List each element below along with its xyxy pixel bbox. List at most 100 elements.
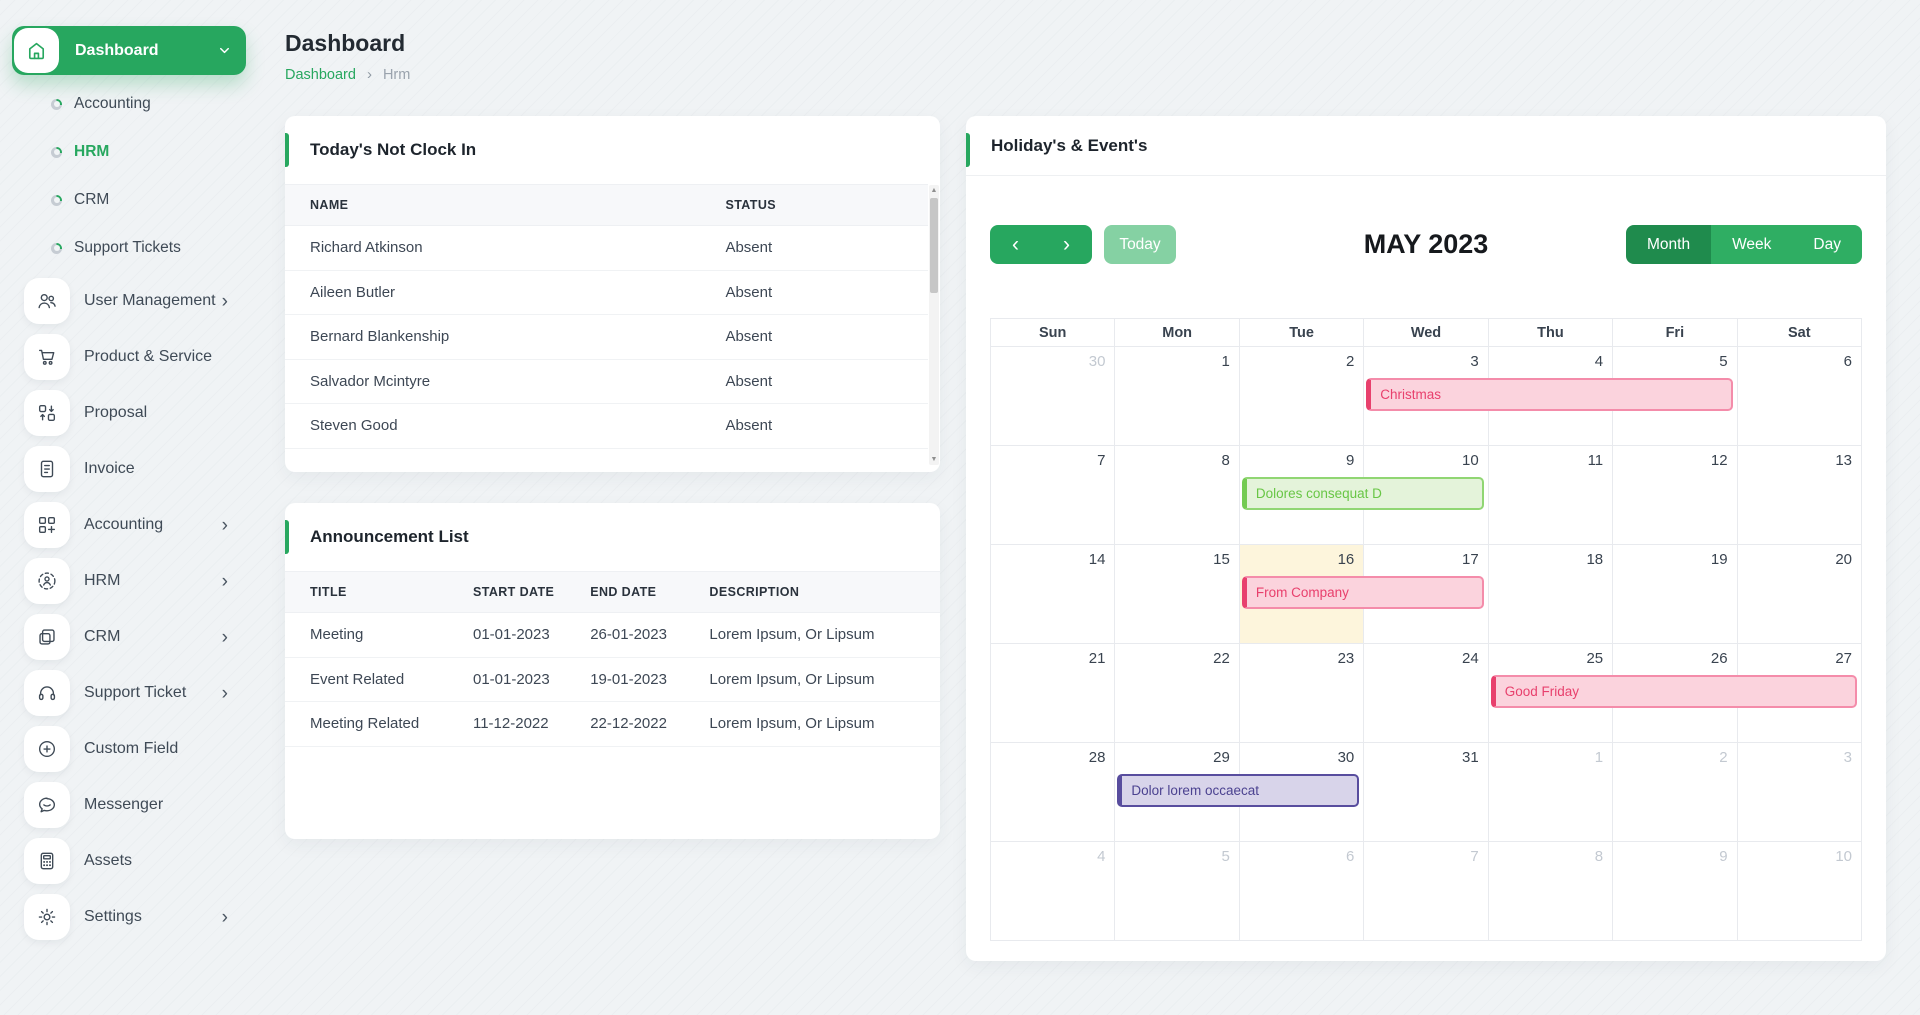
calendar-day[interactable]: 14 — [991, 545, 1116, 644]
calendar-day[interactable]: 19 — [1613, 545, 1738, 644]
calendar-day[interactable]: 2 — [1613, 743, 1738, 842]
sidebar-item-user-management[interactable]: User Management › — [12, 273, 246, 329]
calendar-event-dolor-lorem-occaecat[interactable]: Dolor lorem occaecat — [1117, 774, 1360, 807]
chevron-right-icon: › — [221, 682, 228, 704]
calendar-day[interactable]: 30 — [1239, 743, 1365, 842]
calendar-day[interactable]: 1 — [1115, 347, 1240, 446]
sidebar-subitem-hrm[interactable]: HRM — [12, 128, 246, 176]
sidebar-item-product-service[interactable]: Product & Service — [12, 329, 246, 385]
calendar-day[interactable]: 22 — [1115, 644, 1240, 743]
scroll-down-icon[interactable]: ▼ — [930, 456, 938, 463]
calendar-day[interactable]: 4 — [991, 842, 1116, 941]
sidebar-item-label: Invoice — [84, 460, 135, 477]
sidebar-item-custom-field[interactable]: Custom Field — [12, 721, 246, 777]
calendar-day[interactable]: 11 — [1488, 446, 1614, 545]
sidebar-item-label: Product & Service — [84, 348, 213, 365]
column-header-description: DESCRIPTION — [709, 571, 940, 613]
sidebar-item-hrm[interactable]: HRM › — [12, 553, 246, 609]
sidebar-subitem-accounting[interactable]: Accounting — [12, 80, 246, 128]
calendar-day[interactable]: 8 — [1488, 842, 1614, 941]
calendar-day[interactable]: 17 — [1364, 545, 1489, 644]
calendar-day[interactable]: 18 — [1488, 545, 1614, 644]
sidebar-item-assets[interactable]: Assets — [12, 833, 246, 889]
clockin-card: Today's Not Clock In NAME STATUS Richard… — [285, 116, 940, 472]
sidebar-item-proposal[interactable]: Proposal — [12, 385, 246, 441]
view-week-button[interactable]: Week — [1711, 225, 1793, 264]
scroll-up-icon[interactable]: ▲ — [930, 187, 938, 194]
calendar-day[interactable]: 13 — [1737, 446, 1862, 545]
calendar-day[interactable]: 9 — [1613, 842, 1738, 941]
calendar-week-row: 4 5 6 7 8 9 10 — [991, 842, 1862, 941]
table-cell: 01-01-2023 — [472, 612, 591, 658]
calendar-day[interactable]: 21 — [991, 644, 1116, 743]
calendar-day[interactable]: 5 — [1613, 347, 1738, 446]
calendar-day[interactable]: 23 — [1239, 644, 1365, 743]
calendar-day[interactable]: 2 — [1239, 347, 1365, 446]
scrollbar-thumb[interactable] — [930, 198, 938, 293]
table-cell: Absent — [725, 270, 928, 315]
calendar-day[interactable]: 6 — [1737, 347, 1862, 446]
table-cell: Lorem Ipsum, Or Lipsum — [709, 657, 940, 702]
sidebar-item-invoice[interactable]: Invoice — [12, 441, 246, 497]
announcement-card: Announcement List TITLE START DATE END D… — [285, 503, 940, 839]
calendar-card: Holiday's & Event's ‹ › Today MAY 2023 M… — [966, 116, 1886, 961]
sidebar-item-accounting[interactable]: Accounting › — [12, 497, 246, 553]
calendar-toolbar: ‹ › Today MAY 2023 Month Week Day — [990, 225, 1862, 264]
calendar-day[interactable]: 27 — [1737, 644, 1862, 743]
calendar-day[interactable]: 20 — [1737, 545, 1862, 644]
clockin-row: Aileen Butler Absent — [285, 270, 928, 315]
messenger-icon — [24, 782, 70, 828]
calendar-day[interactable]: 10 — [1364, 446, 1489, 545]
next-month-button[interactable]: › — [1041, 225, 1092, 264]
support-icon — [24, 670, 70, 716]
calendar-event-dolores-consequat-d[interactable]: Dolores consequat D — [1241, 477, 1484, 510]
sidebar-item-crm[interactable]: CRM › — [12, 609, 246, 665]
custom-field-icon — [24, 726, 70, 772]
calendar-event-christmas[interactable]: Christmas — [1366, 378, 1733, 411]
assets-icon — [24, 838, 70, 884]
view-day-button[interactable]: Day — [1792, 225, 1862, 264]
sidebar-subitem-crm[interactable]: CRM — [12, 176, 246, 224]
calendar-card-title: Holiday's & Event's — [991, 135, 1148, 155]
sidebar-item-support-ticket[interactable]: Support Ticket › — [12, 665, 246, 721]
calendar-day[interactable]: 1 — [1488, 743, 1614, 842]
calendar-day[interactable]: 3 — [1737, 743, 1862, 842]
sidebar-subitem-support-tickets[interactable]: Support Tickets — [12, 224, 246, 272]
calendar-week-row: 14 15 16 17 18 19 20 From Company — [991, 545, 1862, 644]
sidebar-item-label: Settings — [84, 908, 142, 925]
calendar-day[interactable]: 5 — [1115, 842, 1240, 941]
calendar-grid: Sun Mon Tue Wed Thu Fri Sat 30 1 2 3 4 5 6 Christmas 7… — [990, 318, 1862, 941]
table-cell: 19-01-2023 — [590, 657, 710, 702]
calendar-day[interactable]: 7 — [991, 446, 1116, 545]
calendar-day[interactable]: 30 — [991, 347, 1116, 446]
table-cell: Salvador Mcintyre — [285, 359, 726, 404]
table-cell: Lorem Ipsum, Or Lipsum — [709, 701, 940, 747]
breadcrumb-separator-icon: › — [366, 66, 372, 83]
sidebar-item-dashboard[interactable]: Dashboard — [12, 26, 246, 75]
sidebar-item-settings[interactable]: Settings › — [12, 889, 246, 945]
status-circle-icon — [51, 98, 62, 110]
sidebar-subitem-label: Support Tickets — [74, 239, 181, 256]
today-button[interactable]: Today — [1104, 225, 1176, 264]
calendar-day[interactable]: 24 — [1364, 644, 1489, 743]
announcement-table: TITLE START DATE END DATE DESCRIPTION Me… — [285, 571, 940, 747]
sidebar-item-messenger[interactable]: Messenger — [12, 777, 246, 833]
cart-icon — [24, 334, 70, 380]
day-header-sun: Sun — [991, 319, 1116, 347]
table-cell: Lorem Ipsum, Or Lipsum — [709, 612, 940, 658]
calendar-day[interactable]: 6 — [1239, 842, 1365, 941]
view-month-button[interactable]: Month — [1625, 225, 1712, 264]
calendar-day[interactable]: 7 — [1364, 842, 1489, 941]
prev-month-button[interactable]: ‹ — [990, 225, 1041, 264]
calendar-event-from-company[interactable]: From Company — [1241, 576, 1484, 609]
calendar-day[interactable]: 8 — [1115, 446, 1240, 545]
calendar-day[interactable]: 10 — [1737, 842, 1862, 941]
calendar-event-good-friday[interactable]: Good Friday — [1490, 675, 1857, 708]
calendar-day[interactable]: 28 — [991, 743, 1116, 842]
breadcrumb-link-dashboard[interactable]: Dashboard — [285, 66, 356, 83]
calendar-day[interactable]: 12 — [1613, 446, 1738, 545]
vertical-scrollbar[interactable]: ▲ ▼ — [929, 185, 939, 465]
calendar-day[interactable]: 31 — [1364, 743, 1489, 842]
calendar-day[interactable]: 15 — [1115, 545, 1240, 644]
